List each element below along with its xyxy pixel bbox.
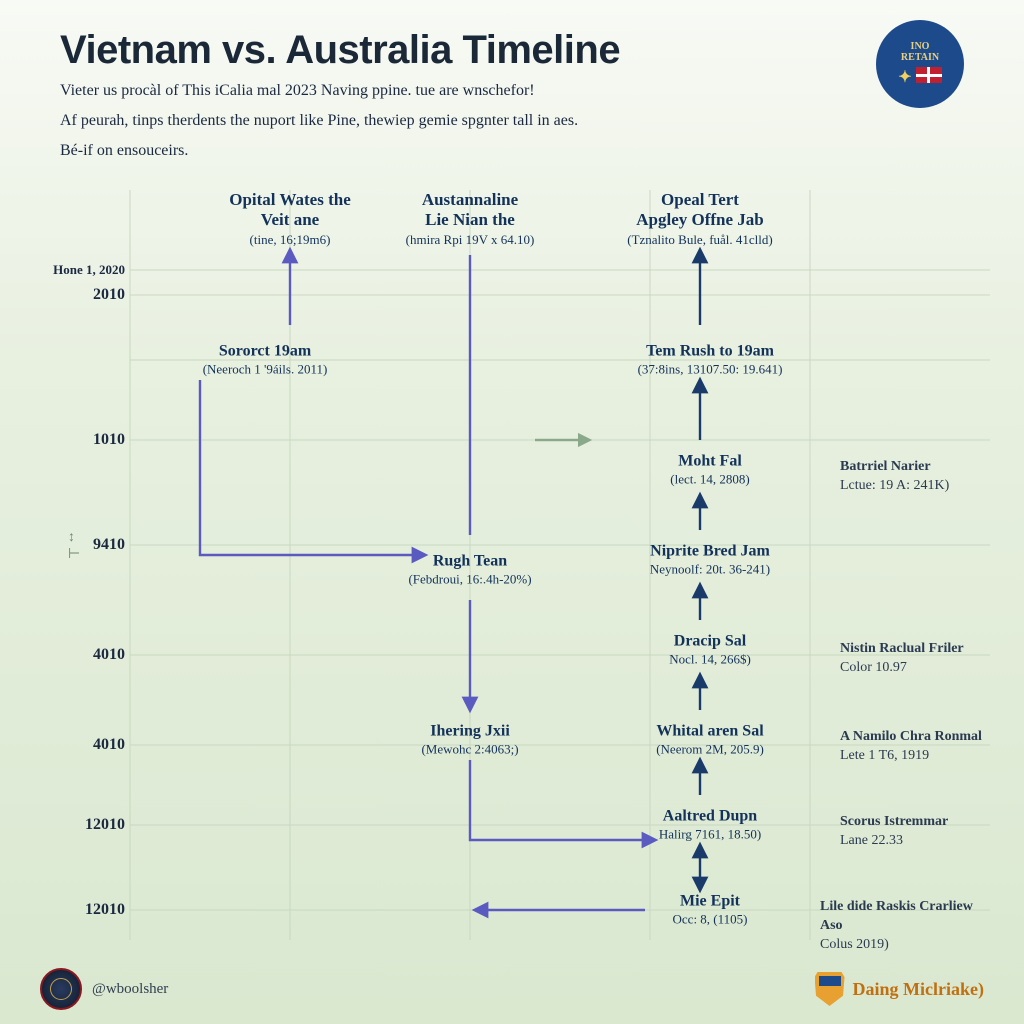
- footer-left: @wboolsher: [40, 968, 168, 1010]
- side-annotation: Lile dide Raskis Crarliew AsoColus 2019): [820, 898, 994, 955]
- timeline-event: Tem Rush to 19am(37:8ins, 13107.50: 19.6…: [610, 343, 810, 378]
- side-annotation: Batrriel NarierLctue: 19 A: 241K): [840, 458, 949, 496]
- star-icon: ✦: [898, 67, 911, 87]
- side-annotation: Nistin Raclual FrilerColor 10.97: [840, 640, 964, 678]
- subtitle-3: Bé-if on ensouceirs.: [60, 139, 984, 163]
- page-title: Vietnam vs. Australia Timeline: [60, 28, 984, 73]
- timeline-event: Whital aren Sal(Neerom 2M, 205.9): [610, 723, 810, 758]
- timeline-event: Ihering Jxii(Mewohc 2:4063;): [370, 723, 570, 758]
- badge-text-bottom: RETAIN: [901, 52, 939, 63]
- timeline-event: Mie EpitOcc: 8, (1105): [610, 893, 810, 928]
- side-annotation: Scorus IstremmarLane 22.33: [840, 813, 948, 851]
- shield-icon: [815, 972, 845, 1006]
- timeline-chart: ↕⊢ Hone 1, 2020 2010 1010 9410 4010 4010 12010…: [50, 200, 994, 954]
- y-axis-label: 2010: [93, 286, 125, 304]
- footer-right: Daing Miclriake): [815, 972, 984, 1006]
- timeline-event: Sororct 19am(Neeroch 1 '9áils. 2011): [165, 343, 365, 378]
- badge-flags: ✦: [898, 67, 941, 87]
- crest-icon: [40, 968, 82, 1010]
- y-axis-label: 4010: [93, 736, 125, 754]
- timeline-event: Dracip SalNocl. 14, 266$): [610, 633, 810, 668]
- brand-name: Daing Miclriake): [853, 979, 984, 1000]
- y-axis-label: 12010: [85, 901, 125, 919]
- timeline-event: Aaltred DupnHalirg 7161, 18.50): [610, 808, 810, 843]
- subtitle-1: Vieter us procàl of This iCalia mal 2023…: [60, 79, 984, 103]
- y-axis-label: 1010: [93, 431, 125, 449]
- y-axis-label: 4010: [93, 646, 125, 664]
- axis-tick-icon: ↕⊢: [68, 530, 80, 563]
- timeline-event: Rugh Tean(Febdroui, 16:.4h-20%): [370, 553, 570, 588]
- timeline-event: Niprite Bred JamNeynoolf: 20t. 36-241): [610, 543, 810, 578]
- country-badge: INO RETAIN ✦: [876, 20, 964, 108]
- author-handle: @wboolsher: [92, 981, 168, 998]
- column-header: Opeal TertApgley Offne Jab(Tznalito Bule…: [600, 190, 800, 248]
- timeline-event: Moht Fal(lect. 14, 2808): [610, 453, 810, 488]
- header: Vietnam vs. Australia Timeline Vieter us…: [0, 0, 1024, 173]
- y-axis-label: Hone 1, 2020: [53, 262, 125, 278]
- y-axis-label: 12010: [85, 816, 125, 834]
- y-axis-label: 9410: [93, 536, 125, 554]
- badge-text-top: INO: [911, 41, 930, 52]
- column-header: Opital Wates theVeit ane(tine, 16;19m6): [190, 190, 390, 248]
- union-jack-icon: [916, 67, 942, 83]
- footer: @wboolsher Daing Miclriake): [40, 968, 984, 1010]
- column-header: AustannalineLie Nian the(hmira Rpi 19V x…: [370, 190, 570, 248]
- side-annotation: A Namilo Chra RonmalLete 1 T6, 1919: [840, 728, 982, 766]
- subtitle-2: Af peurah, tinps therdents the nuport li…: [60, 109, 984, 133]
